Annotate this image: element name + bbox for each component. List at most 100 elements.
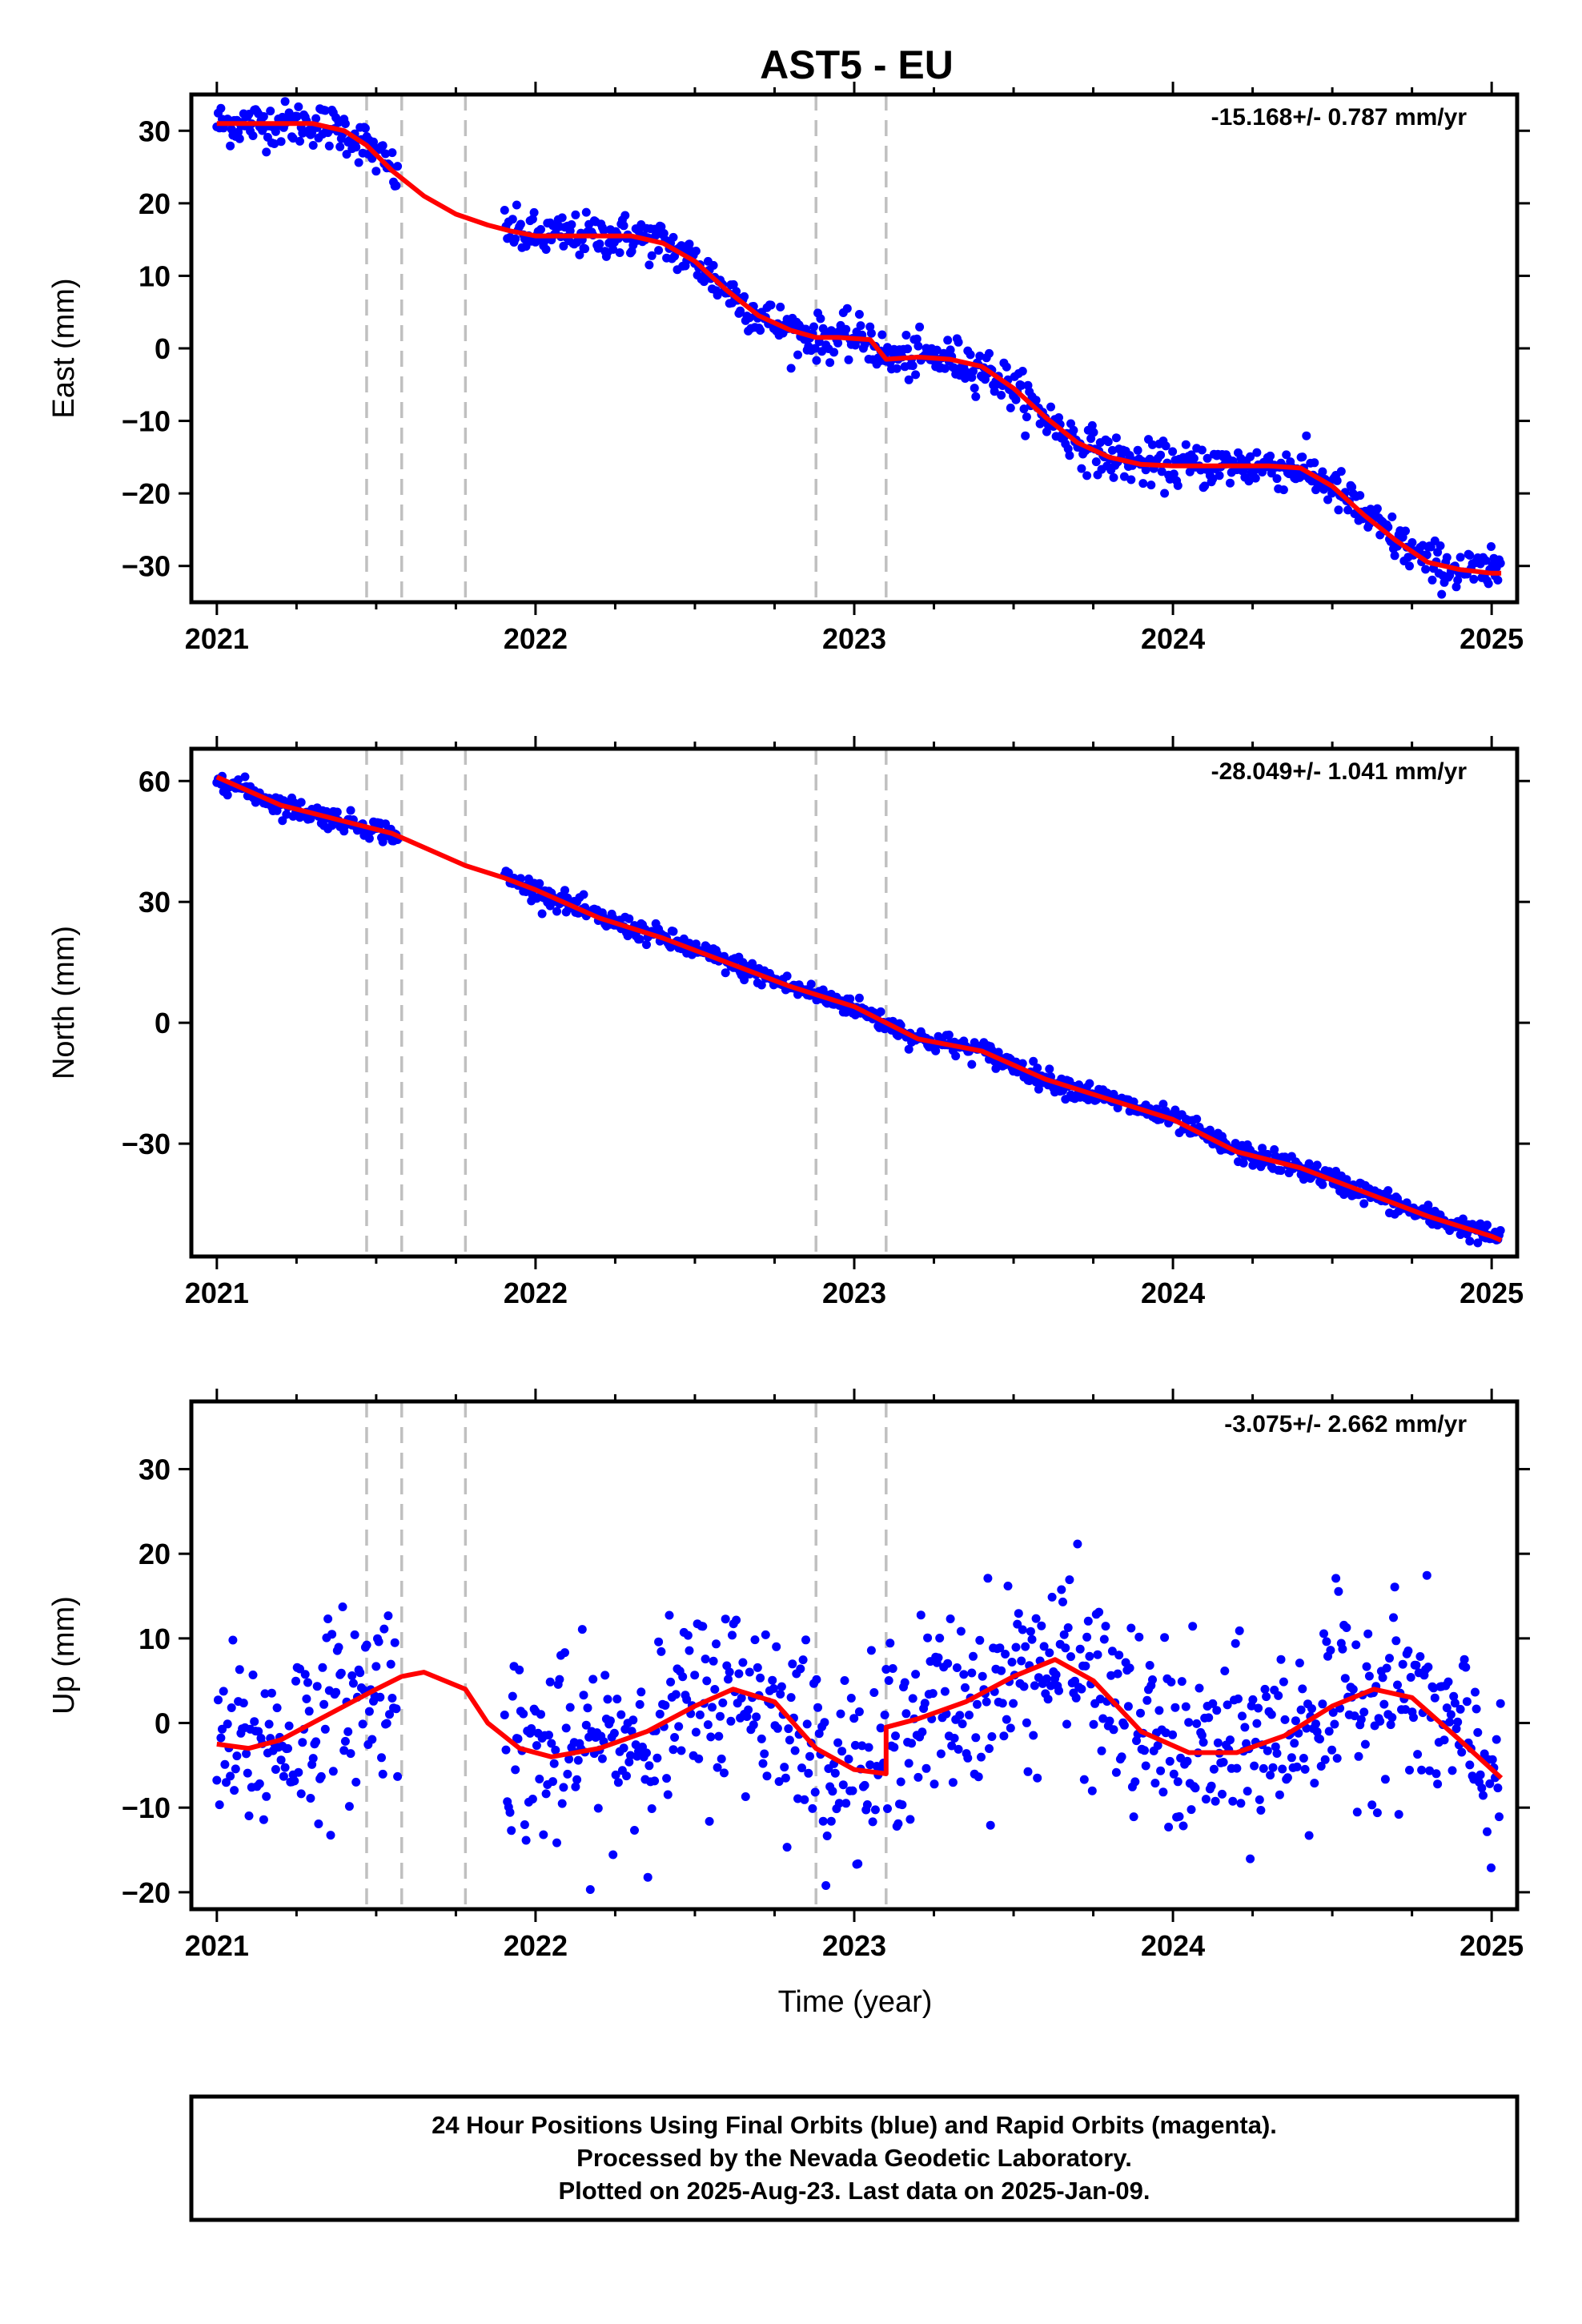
data-point [1018, 367, 1027, 376]
data-point [710, 1685, 720, 1694]
data-point [1437, 589, 1447, 599]
y-tick-label: 30 [139, 115, 171, 147]
data-point [1250, 1761, 1259, 1771]
data-point [1375, 1716, 1385, 1726]
data-point [537, 909, 547, 919]
data-point [726, 1716, 736, 1726]
data-point [1338, 1644, 1347, 1654]
data-point [1238, 1711, 1247, 1721]
data-point [1223, 1700, 1232, 1710]
data-point [702, 1676, 712, 1686]
data-point [1347, 482, 1357, 492]
data-point [242, 1749, 251, 1759]
data-point [975, 352, 985, 361]
data-point [557, 1799, 567, 1808]
data-point [1315, 1735, 1324, 1744]
data-point [348, 1679, 358, 1688]
data-point [970, 384, 979, 393]
data-point [605, 1716, 615, 1726]
data-point [866, 328, 876, 338]
data-point [969, 367, 978, 376]
data-point [1456, 553, 1465, 562]
data-point [296, 1789, 306, 1799]
data-point [622, 1771, 631, 1781]
data-point [300, 1670, 310, 1679]
data-point [737, 1693, 746, 1703]
data-point [1119, 1720, 1129, 1730]
data-point [1282, 450, 1291, 460]
data-point [375, 1692, 385, 1702]
data-point [575, 250, 584, 259]
data-point [986, 1820, 995, 1830]
data-point [883, 1804, 892, 1813]
data-point [1378, 1673, 1387, 1683]
data-point [1445, 1717, 1455, 1727]
data-point [226, 141, 235, 151]
data-point [834, 1799, 844, 1808]
data-point [997, 1666, 1006, 1675]
data-point [1310, 1779, 1319, 1788]
data-point [1311, 1719, 1320, 1729]
data-point [346, 1749, 355, 1759]
data-point [1476, 1770, 1485, 1779]
y-tick-label: 30 [139, 1454, 171, 1486]
data-point [713, 1763, 722, 1772]
data-point [911, 1670, 921, 1679]
data-point [1310, 458, 1319, 468]
data-point [1134, 1632, 1144, 1642]
y-tick-label: −20 [122, 477, 171, 510]
data-point [1101, 1622, 1110, 1631]
data-point [1429, 1683, 1439, 1693]
data-point [698, 1622, 708, 1631]
data-point [868, 1817, 877, 1827]
data-point [955, 1711, 965, 1720]
data-point [1002, 362, 1011, 372]
data-point [1318, 1699, 1327, 1709]
data-point [262, 147, 271, 157]
data-point [841, 1799, 851, 1808]
data-point [334, 1642, 343, 1652]
data-point [336, 1668, 346, 1678]
y-tick-label: 60 [139, 765, 171, 798]
data-point [1169, 469, 1178, 479]
y-axis-label: North (mm) [47, 926, 81, 1080]
data-point [901, 331, 911, 340]
data-point [1189, 453, 1199, 463]
data-point [1267, 1710, 1276, 1719]
data-point [551, 1745, 560, 1755]
data-point [947, 1741, 957, 1751]
data-point [393, 162, 403, 171]
data-point [1318, 467, 1327, 476]
data-point [549, 1759, 559, 1768]
data-point [718, 1698, 728, 1707]
data-point [1496, 1226, 1505, 1235]
data-point [654, 1637, 664, 1647]
data-point [829, 348, 839, 357]
data-point [928, 1689, 938, 1699]
data-point [1351, 1640, 1361, 1650]
data-point [932, 345, 942, 355]
data-point [511, 234, 520, 243]
data-point [1362, 1662, 1371, 1671]
data-point [1022, 1718, 1031, 1727]
data-point [316, 1771, 326, 1781]
data-point [1283, 1773, 1292, 1783]
data-point [1081, 1661, 1090, 1671]
data-point [340, 1736, 350, 1746]
data-point [327, 1630, 337, 1639]
data-point [1487, 1863, 1496, 1872]
data-point [1312, 1160, 1322, 1170]
data-point [1046, 402, 1055, 412]
data-point [513, 1734, 523, 1743]
data-point [1113, 1669, 1122, 1679]
y-tick-label: 20 [139, 1538, 171, 1570]
data-point [1037, 1621, 1046, 1630]
data-point [1006, 1723, 1015, 1733]
data-point [846, 1694, 856, 1703]
data-point [573, 1755, 583, 1765]
data-point [378, 1769, 387, 1779]
data-point [1019, 1682, 1029, 1691]
velocity-rate-label: -15.168+/- 0.787 mm/yr [1211, 104, 1468, 131]
data-point [511, 1765, 520, 1775]
data-point [788, 1659, 797, 1669]
